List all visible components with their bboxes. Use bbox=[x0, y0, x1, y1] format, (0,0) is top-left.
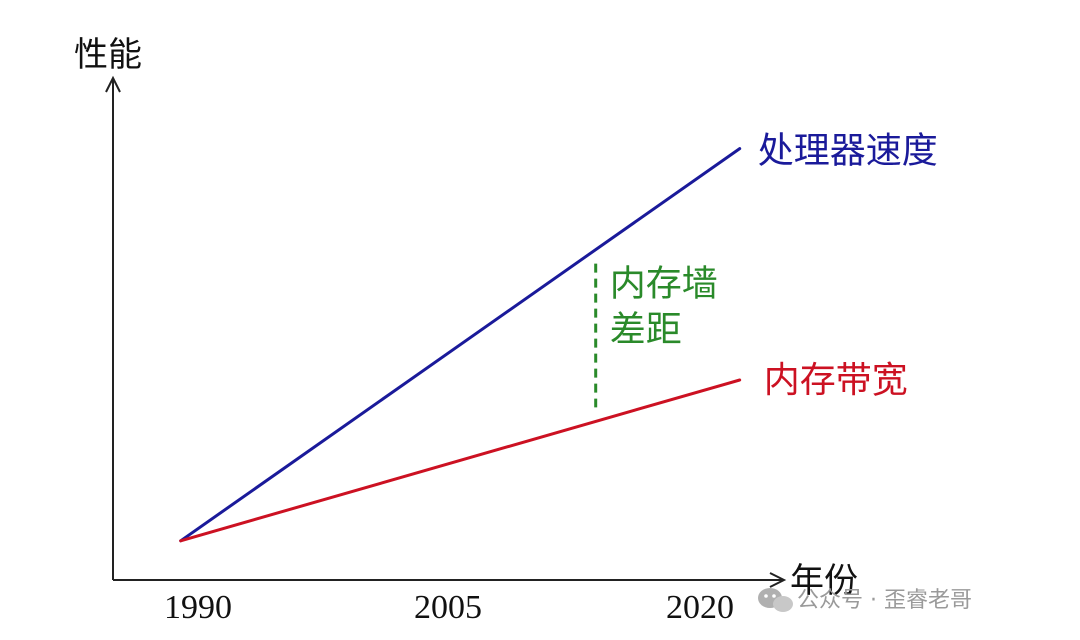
x-tick-label-2020: 2020 bbox=[666, 589, 734, 626]
watermark-text: 公众号 · 歪睿老哥 bbox=[797, 588, 972, 613]
series-label-1: 处理器速度 bbox=[758, 131, 938, 172]
series-line-1 bbox=[179, 147, 742, 543]
wechat-icon bbox=[758, 588, 793, 612]
gap-label-line-2: 差距 bbox=[610, 310, 682, 351]
y-axis-label: 性能 bbox=[74, 35, 142, 75]
series-line-2 bbox=[179, 378, 742, 543]
x-axis-label: 年份 bbox=[790, 561, 858, 601]
series-label-2: 内存带宽 bbox=[764, 360, 908, 401]
x-tick-label-2005: 2005 bbox=[414, 589, 482, 626]
gap-label-line-1: 内存墙 bbox=[610, 264, 718, 305]
x-axis-arrow-icon bbox=[769, 572, 787, 588]
watermark: 公众号 · 歪睿老哥 bbox=[758, 588, 972, 613]
x-tick-label-1990: 1990 bbox=[164, 589, 232, 626]
y-axis-arrow-icon bbox=[105, 75, 121, 93]
